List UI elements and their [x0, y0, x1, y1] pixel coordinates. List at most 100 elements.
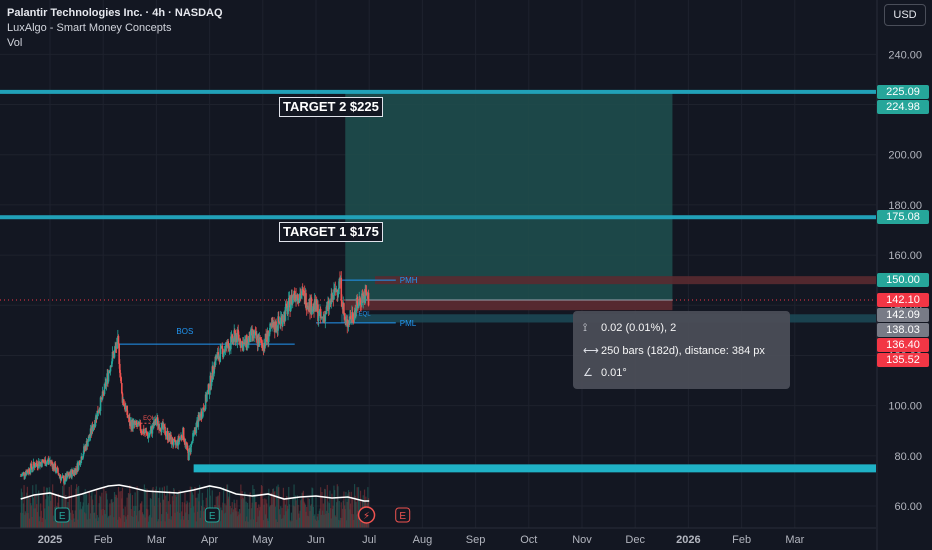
candle[interactable] [103, 383, 106, 395]
candle[interactable] [97, 410, 99, 414]
price-tag[interactable]: 224.98 [877, 99, 929, 114]
candle[interactable] [54, 463, 57, 472]
candle[interactable] [222, 353, 225, 358]
candle[interactable] [31, 468, 34, 470]
candle[interactable] [48, 460, 51, 462]
candle[interactable] [324, 312, 327, 322]
candle[interactable] [208, 384, 210, 395]
candle[interactable] [337, 287, 340, 292]
candle[interactable] [127, 414, 129, 418]
price-tag[interactable]: 150.00 [877, 273, 929, 288]
candle[interactable] [194, 429, 196, 432]
candle[interactable] [210, 375, 212, 386]
candle[interactable] [200, 411, 203, 418]
candle[interactable] [97, 412, 100, 414]
candle[interactable] [101, 391, 104, 400]
target-2-label[interactable]: TARGET 2 $225 [279, 97, 383, 117]
candle[interactable] [186, 445, 189, 451]
candle[interactable] [307, 305, 309, 308]
candle[interactable] [92, 427, 95, 432]
candle[interactable] [173, 438, 176, 440]
candle[interactable] [166, 431, 169, 440]
candle[interactable] [55, 471, 57, 473]
price-tag[interactable]: 136.40 [877, 337, 929, 352]
price-tag[interactable]: 225.09 [877, 84, 929, 99]
candle[interactable] [317, 304, 319, 321]
candle[interactable] [305, 293, 307, 309]
candle[interactable] [302, 289, 305, 292]
candle[interactable] [45, 464, 47, 466]
symbol-title[interactable]: Palantir Technologies Inc. · 4h · NASDAQ [7, 7, 223, 19]
candle[interactable] [109, 365, 112, 372]
candle[interactable] [51, 461, 53, 464]
candle[interactable] [142, 429, 145, 434]
candle[interactable] [143, 432, 146, 434]
candle[interactable] [111, 351, 114, 362]
candle[interactable] [268, 331, 271, 337]
candle[interactable] [148, 433, 151, 436]
price-tag[interactable]: 138.03 [877, 322, 929, 337]
candle[interactable] [118, 344, 120, 364]
candle[interactable] [341, 300, 343, 306]
candle[interactable] [139, 422, 142, 431]
candle[interactable] [67, 473, 69, 477]
candle[interactable] [102, 391, 104, 394]
candle[interactable] [98, 409, 101, 413]
candle[interactable] [259, 337, 261, 339]
candle[interactable] [217, 352, 220, 359]
candle[interactable] [42, 461, 45, 463]
candle[interactable] [291, 296, 294, 304]
candle[interactable] [234, 330, 236, 333]
candle[interactable] [287, 307, 289, 315]
candle[interactable] [253, 334, 255, 339]
candle[interactable] [238, 334, 240, 341]
profit-zone[interactable] [345, 91, 673, 300]
candle[interactable] [112, 351, 114, 354]
candle[interactable] [25, 470, 28, 475]
candle[interactable] [69, 475, 71, 477]
candle[interactable] [123, 405, 126, 407]
candle[interactable] [132, 421, 134, 429]
target-2-line[interactable] [0, 89, 876, 94]
candle[interactable] [240, 341, 243, 348]
candle[interactable] [214, 356, 217, 366]
candle[interactable] [326, 305, 329, 307]
candle[interactable] [34, 466, 37, 468]
candle[interactable] [260, 339, 263, 344]
candle[interactable] [183, 440, 186, 443]
candle[interactable] [79, 460, 81, 465]
candle[interactable] [65, 473, 68, 481]
candle[interactable] [318, 311, 321, 317]
candle[interactable] [301, 289, 303, 296]
candle[interactable] [146, 431, 148, 435]
earnings-marker[interactable] [204, 507, 220, 523]
candle[interactable] [255, 331, 257, 339]
candle[interactable] [29, 472, 31, 474]
earnings-marker[interactable] [54, 507, 70, 523]
candle[interactable] [94, 422, 97, 427]
candle[interactable] [136, 424, 139, 427]
candle[interactable] [191, 440, 194, 443]
candle[interactable] [300, 295, 303, 298]
candle[interactable] [71, 469, 73, 478]
candle[interactable] [140, 431, 143, 433]
candle[interactable] [206, 390, 209, 395]
candle[interactable] [310, 297, 313, 315]
candle[interactable] [269, 323, 271, 332]
candle[interactable] [56, 467, 59, 469]
candle[interactable] [250, 329, 252, 342]
candle[interactable] [356, 298, 359, 304]
candle[interactable] [47, 459, 50, 462]
candle[interactable] [237, 329, 239, 335]
candle[interactable] [123, 399, 125, 406]
candle[interactable] [317, 316, 320, 321]
candle[interactable] [107, 372, 110, 382]
candle[interactable] [188, 449, 190, 461]
candle[interactable] [36, 463, 39, 467]
candle[interactable] [365, 292, 368, 295]
candle[interactable] [303, 291, 305, 293]
candle[interactable] [363, 295, 365, 296]
candle[interactable] [119, 372, 122, 378]
candle[interactable] [210, 382, 213, 386]
